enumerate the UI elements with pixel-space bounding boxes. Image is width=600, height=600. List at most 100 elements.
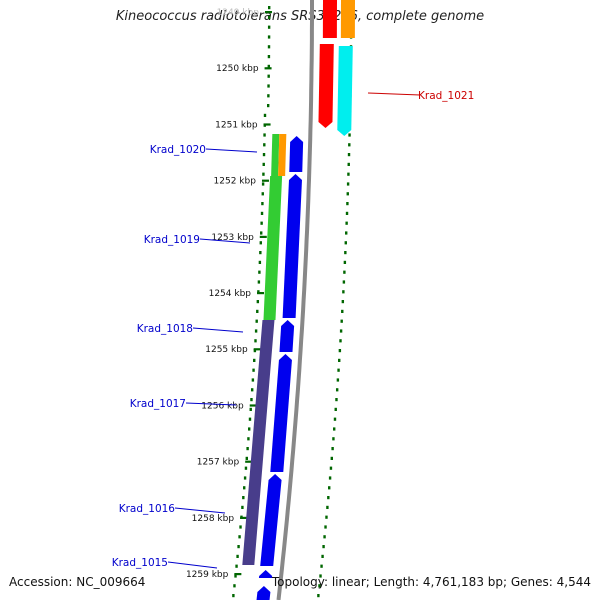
tick-dot xyxy=(342,290,345,294)
kbp-tick xyxy=(234,573,242,576)
tick-dot xyxy=(342,280,346,284)
tick-dot xyxy=(341,300,345,304)
gene-label[interactable]: Krad_1019 xyxy=(144,234,200,246)
tick-dot xyxy=(258,270,261,274)
tick-dot xyxy=(323,535,326,539)
tick-dot xyxy=(247,437,250,441)
tick-dot xyxy=(338,349,342,353)
tick-dot xyxy=(346,192,349,196)
tick-dot xyxy=(267,15,271,19)
tick-dot xyxy=(328,486,331,490)
tick-dot xyxy=(253,358,256,362)
tick-dot xyxy=(260,221,263,225)
tick-dot xyxy=(249,407,252,411)
kbp-tick-label: 1252 kbp xyxy=(214,177,257,187)
tick-dot xyxy=(333,417,337,421)
kbp-tick xyxy=(253,348,261,351)
tick-dot xyxy=(267,35,271,39)
backbone-line xyxy=(276,0,314,600)
kbp-tick xyxy=(264,67,272,70)
tick-dot xyxy=(337,368,340,372)
tick-dot xyxy=(345,211,349,215)
tick-dot xyxy=(267,84,270,88)
kbp-tick-label: 1258 kbp xyxy=(192,514,235,524)
tick-dot xyxy=(257,280,261,284)
cog-block-orange xyxy=(278,134,287,176)
tick-dot xyxy=(233,584,236,588)
tick-dot xyxy=(235,564,238,568)
tick-dot xyxy=(241,505,244,509)
tick-dot xyxy=(258,260,262,264)
tick-dot xyxy=(237,545,240,549)
gene-label[interactable]: Krad_1015 xyxy=(112,557,168,569)
tick-dot xyxy=(238,535,241,539)
cds-arrow xyxy=(258,570,273,578)
gene-leader-line xyxy=(185,402,237,406)
tick-dot xyxy=(345,231,348,235)
tick-dot xyxy=(348,133,351,137)
map-title: Kineococcus radiotolerans SRS30216, comp… xyxy=(115,9,485,24)
gene-label[interactable]: Krad_1016 xyxy=(119,503,176,515)
kbp-tick xyxy=(240,516,248,519)
gene-leader-line xyxy=(205,148,258,153)
cog-block-purple xyxy=(242,320,275,565)
cds-arrow xyxy=(270,354,292,472)
tick-dot xyxy=(348,143,351,147)
gene-block-orange xyxy=(340,0,355,38)
kbp-tick xyxy=(264,11,272,14)
accession-text: Accession: NC_009664 xyxy=(9,575,146,589)
tick-dot xyxy=(263,133,266,137)
tick-dot xyxy=(321,554,324,558)
gene-label[interactable]: Krad_1017 xyxy=(130,398,186,410)
kbp-tick-label: 1254 kbp xyxy=(209,289,252,299)
tick-dot xyxy=(266,104,270,108)
tick-dot xyxy=(319,574,322,578)
gene-leader-line xyxy=(192,327,244,333)
tick-dot xyxy=(232,594,235,598)
gene-label[interactable]: Krad_1020 xyxy=(150,144,206,156)
tick-dot xyxy=(260,211,264,215)
tick-dot xyxy=(259,241,262,245)
kbp-tick-label: 1250 kbp xyxy=(216,64,259,74)
label-layer: 1249 kbp 1250 kbp 1251 kbp 1252 kbp 1253 kbp… xyxy=(112,8,475,580)
tick-dot xyxy=(263,143,266,147)
tick-dot xyxy=(262,153,266,157)
tick-dot xyxy=(261,202,264,206)
cog-block-green xyxy=(271,134,280,176)
tick-dot xyxy=(340,319,343,323)
tick-dot xyxy=(344,241,347,245)
cog-block-green xyxy=(263,176,283,320)
tick-dot xyxy=(346,202,349,206)
tick-dot xyxy=(267,6,271,10)
tick-dot xyxy=(234,574,237,578)
tick-dot xyxy=(259,251,262,255)
tick-dot xyxy=(328,476,332,480)
tick-dot xyxy=(262,172,265,176)
gene-label[interactable]: Krad_1018 xyxy=(137,323,193,335)
kbp-tick-label: 1256 kbp xyxy=(201,401,244,411)
gene-label[interactable]: Krad_1021 xyxy=(418,90,474,102)
feature-track[interactable] xyxy=(242,0,355,600)
tick-dot xyxy=(329,466,333,470)
gene-leader-line xyxy=(174,507,226,514)
gene-block-red xyxy=(318,44,334,128)
tick-dot xyxy=(248,417,252,421)
tick-dot xyxy=(248,427,251,431)
tick-dot xyxy=(267,25,271,29)
cds-arrow xyxy=(279,320,295,352)
tick-dot xyxy=(330,456,333,460)
tick-dot xyxy=(244,466,248,470)
tick-dot xyxy=(245,456,248,460)
kbp-tick-label: 1255 kbp xyxy=(205,345,248,355)
cds-arrow xyxy=(282,174,302,318)
tick-dot xyxy=(347,172,350,176)
tick-dot xyxy=(257,290,260,294)
gene-leader-line xyxy=(367,92,421,96)
gene-block-red xyxy=(322,0,337,38)
tick-dot xyxy=(267,55,271,59)
tick-dot xyxy=(325,515,328,519)
tick-dot xyxy=(250,398,253,402)
tick-dot xyxy=(254,339,257,343)
gene-leader-line xyxy=(167,561,218,569)
